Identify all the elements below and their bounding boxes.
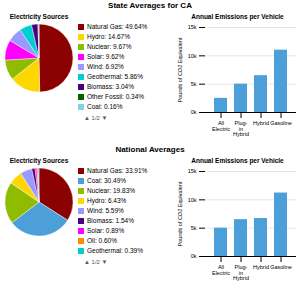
html-text:Natural Gas: 33.91%: Natural Gas: 33.91%: [87, 167, 148, 174]
svg-text:Hybrid: Hybrid: [253, 264, 269, 270]
html-text:Hydro: 14.67%: Hydro: 14.67%: [87, 33, 130, 40]
html-text:Solar: 9.62%: Solar: 9.62%: [87, 53, 125, 60]
html-text:Wind: 6.92%: Wind: 6.92%: [87, 63, 124, 70]
svg-text:5k: 5k: [191, 225, 197, 231]
svg-text:10k: 10k: [188, 197, 197, 203]
html-text:National Averages: National Averages: [115, 145, 185, 154]
html-text:Coal: 30.49%: Coal: 30.49%: [87, 177, 126, 184]
html-text:Nuclear: 9.67%: Nuclear: 9.67%: [87, 43, 132, 50]
svg-text:AllElectric: AllElectric: [212, 264, 230, 276]
svg-text:AllElectric: AllElectric: [212, 120, 230, 132]
svg-text:Plug-inHybrid: Plug-inHybrid: [233, 120, 249, 137]
svg-text:10k: 10k: [188, 53, 197, 59]
svg-text:Pounds of CO2 Equivalent: Pounds of CO2 Equivalent: [177, 37, 183, 102]
html-text:Annual Emissions per Vehicle: Annual Emissions per Vehicle: [191, 13, 284, 20]
html-text:Oil: 0.60%: Oil: 0.60%: [87, 237, 117, 244]
html-text:State Averages for CA: State Averages for CA: [108, 1, 192, 10]
html-text:Geothermal: 0.39%: Geothermal: 0.39%: [87, 247, 143, 254]
html-text:Annual Emissions per Vehicle: Annual Emissions per Vehicle: [191, 157, 284, 164]
html-text:Other Fossil: 0.34%: Other Fossil: 0.34%: [87, 93, 145, 100]
html-text:▲ 1/2 ▼: ▲ 1/2 ▼: [84, 115, 108, 121]
html-text:Electricity Sources: Electricity Sources: [9, 13, 69, 20]
svg-text:15k: 15k: [188, 168, 197, 174]
html-text:Wind: 5.59%: Wind: 5.59%: [87, 207, 124, 214]
html-text:Biomass: 3.04%: Biomass: 3.04%: [87, 83, 134, 90]
svg-text:15k: 15k: [188, 24, 197, 30]
svg-text:Plug-inHybrid: Plug-inHybrid: [233, 264, 249, 281]
html-text:Natural Gas: 49.64%: Natural Gas: 49.64%: [87, 23, 148, 30]
svg-text:Gasoline: Gasoline: [270, 120, 292, 126]
svg-text:5k: 5k: [191, 81, 197, 87]
html-text:Hydro: 6.43%: Hydro: 6.43%: [87, 197, 127, 204]
svg-text:0k: 0k: [191, 109, 197, 115]
svg-text:Pounds of CO2 Equivalent: Pounds of CO2 Equivalent: [177, 181, 183, 246]
svg-text:0k: 0k: [191, 253, 197, 259]
html-text:Electricity Sources: Electricity Sources: [9, 157, 69, 164]
html-text:Biomass: 1.54%: Biomass: 1.54%: [87, 217, 134, 224]
html-text:▲ 1/2 ▼: ▲ 1/2 ▼: [84, 259, 108, 265]
html-text:Geothermal: 5.86%: Geothermal: 5.86%: [87, 73, 143, 80]
svg-text:Gasoline: Gasoline: [270, 264, 292, 270]
svg-text:Hybrid: Hybrid: [253, 120, 269, 126]
html-text:Coal: 0.16%: Coal: 0.16%: [87, 103, 123, 110]
html-text:Nuclear: 19.83%: Nuclear: 19.83%: [87, 187, 136, 194]
html-text:Solar: 0.89%: Solar: 0.89%: [87, 227, 125, 234]
